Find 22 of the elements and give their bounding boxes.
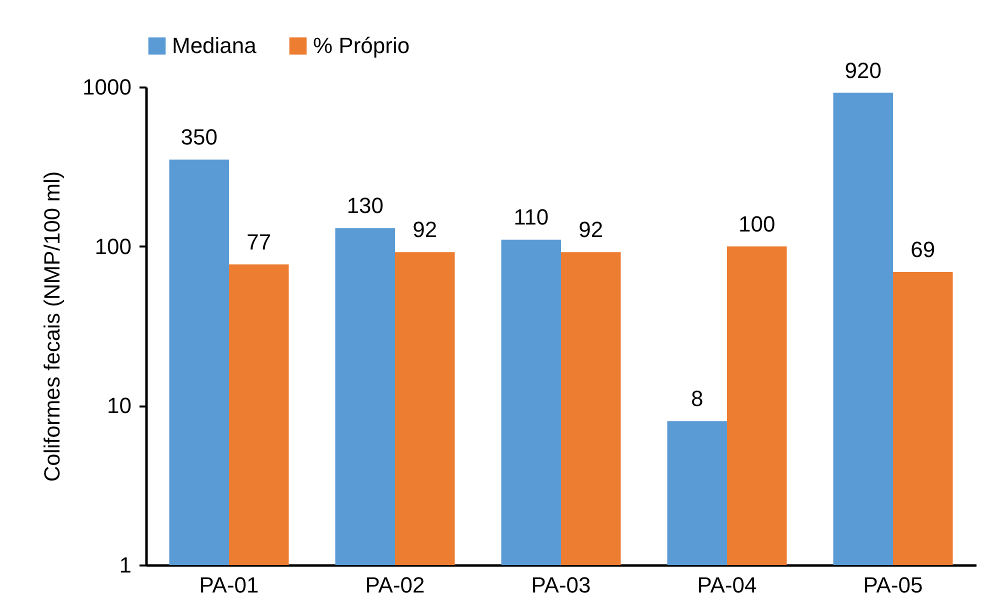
y-tick-label: 1000 xyxy=(82,74,132,100)
data-label: 100 xyxy=(738,211,776,236)
data-label: 77 xyxy=(246,229,272,254)
legend-label: Mediana xyxy=(172,33,258,58)
x-tick-label: PA-02 xyxy=(365,572,425,598)
data-label: 110 xyxy=(514,204,549,230)
x-tick-label: PA-01 xyxy=(199,572,259,598)
y-tick-label: 100 xyxy=(94,234,132,259)
data-label: 350 xyxy=(180,124,218,150)
data-label: 8 xyxy=(690,386,704,412)
x-tick-label: PA-03 xyxy=(531,572,591,598)
y-axis-title: Coliformes fecais (NMP/100 ml) xyxy=(40,171,65,482)
data-label: 130 xyxy=(346,193,384,218)
data-label: 920 xyxy=(844,58,882,83)
x-tick-label: PA-04 xyxy=(697,572,757,598)
y-tick-label: 1 xyxy=(119,552,132,578)
data-label: 92 xyxy=(578,217,604,242)
data-label: 92 xyxy=(412,217,438,242)
legend-label: % Próprio xyxy=(313,33,410,58)
y-tick-label: 10 xyxy=(107,393,132,418)
data-label: 69 xyxy=(910,237,936,262)
x-tick-label: PA-05 xyxy=(863,572,923,598)
